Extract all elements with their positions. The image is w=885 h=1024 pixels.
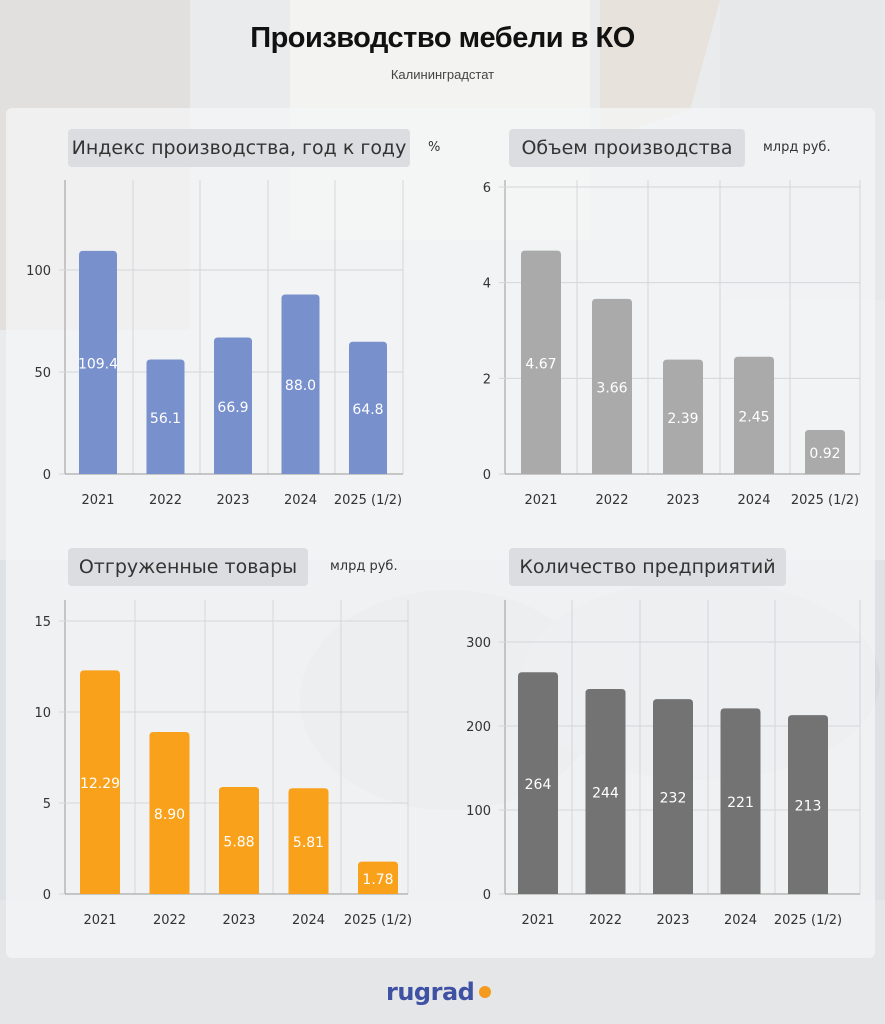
bar-value-label: 5.81 xyxy=(293,835,324,851)
x-tick-label: 2025 (1/2) xyxy=(774,913,842,928)
x-tick-label: 2023 xyxy=(222,913,255,928)
bar xyxy=(219,786,259,894)
chart-title-index: Индекс производства, год к году xyxy=(68,129,410,167)
bar xyxy=(80,670,120,894)
chart-unit-shipped: млрд руб. xyxy=(330,559,398,574)
bar-value-label: 4.67 xyxy=(525,356,556,372)
bar-value-label: 244 xyxy=(592,786,619,802)
x-tick-label: 2023 xyxy=(666,493,699,508)
chart-title-enterprises: Количество предприятий xyxy=(509,548,786,586)
bar-value-label: 213 xyxy=(795,799,822,815)
bar xyxy=(585,689,626,894)
x-tick-label: 2025 (1/2) xyxy=(344,913,412,928)
bar xyxy=(79,250,117,474)
bar xyxy=(281,294,320,474)
x-tick-label: 2021 xyxy=(524,493,557,508)
page-subtitle: Калининградстат xyxy=(390,67,495,82)
bar xyxy=(358,861,398,894)
bar xyxy=(788,715,828,894)
x-tick-label: 2024 xyxy=(292,913,325,928)
bar xyxy=(214,337,252,474)
bar xyxy=(521,250,561,474)
y-tick-label: 0 xyxy=(43,888,51,903)
bar xyxy=(518,672,558,894)
x-tick-label: 2023 xyxy=(216,493,249,508)
logo-dot-icon xyxy=(479,986,492,998)
bar-value-label: 12.29 xyxy=(80,776,120,792)
chart-unit-volume: млрд руб. xyxy=(763,140,831,155)
bar-value-label: 64.8 xyxy=(352,402,383,418)
bar xyxy=(734,356,774,474)
bar-value-label: 2.45 xyxy=(738,409,769,425)
bar-value-label: 1.78 xyxy=(362,872,393,888)
y-tick-label: 0 xyxy=(43,468,51,483)
x-tick-label: 2025 (1/2) xyxy=(334,493,402,508)
x-tick-label: 2022 xyxy=(589,913,622,928)
x-tick-label: 2024 xyxy=(284,493,317,508)
rugrad-logo: rugrad xyxy=(386,978,492,1006)
bar-value-label: 0.92 xyxy=(809,446,840,462)
y-tick-label: 5 xyxy=(43,797,51,812)
x-tick-label: 2022 xyxy=(149,493,182,508)
bar-value-label: 56.1 xyxy=(150,411,181,427)
y-tick-label: 200 xyxy=(466,720,491,735)
page-title: Производство мебели в КО xyxy=(250,22,635,54)
bar xyxy=(149,732,190,894)
bar-value-label: 66.9 xyxy=(217,400,248,416)
bar-value-label: 2.39 xyxy=(667,411,698,427)
y-tick-label: 50 xyxy=(34,366,51,381)
y-tick-label: 6 xyxy=(483,181,491,196)
x-tick-label: 2022 xyxy=(595,493,628,508)
y-tick-label: 15 xyxy=(34,615,51,630)
bar xyxy=(663,359,703,474)
x-tick-label: 2024 xyxy=(737,493,770,508)
bar-value-label: 221 xyxy=(727,795,754,811)
y-tick-label: 0 xyxy=(483,888,491,903)
bar xyxy=(592,298,632,474)
bar-value-label: 3.66 xyxy=(596,380,627,396)
x-tick-label: 2025 (1/2) xyxy=(791,493,859,508)
y-tick-label: 100 xyxy=(466,804,491,819)
bar xyxy=(349,341,387,474)
bar-value-label: 8.90 xyxy=(154,807,185,823)
bar xyxy=(146,359,185,474)
bar-value-label: 232 xyxy=(660,791,687,807)
chart-unit-index: % xyxy=(428,140,441,155)
y-tick-label: 300 xyxy=(466,636,491,651)
y-tick-label: 4 xyxy=(483,277,491,292)
bar-value-label: 5.88 xyxy=(223,834,254,850)
bar xyxy=(805,429,845,474)
x-tick-label: 2021 xyxy=(521,913,554,928)
y-tick-label: 0 xyxy=(483,468,491,483)
chart-title-shipped: Отгруженные товары xyxy=(68,548,308,586)
chart-title-volume: Объем производства xyxy=(509,129,745,167)
bar xyxy=(288,788,329,894)
bar xyxy=(653,699,693,894)
x-tick-label: 2021 xyxy=(81,493,114,508)
bar-value-label: 88.0 xyxy=(285,378,316,394)
bar-value-label: 109.4 xyxy=(78,356,118,372)
x-tick-label: 2022 xyxy=(153,913,186,928)
x-tick-label: 2024 xyxy=(724,913,757,928)
bar-value-label: 264 xyxy=(525,777,552,793)
bar xyxy=(720,708,761,894)
y-tick-label: 100 xyxy=(26,264,51,279)
x-tick-label: 2023 xyxy=(656,913,689,928)
y-tick-label: 2 xyxy=(483,372,491,387)
x-tick-label: 2021 xyxy=(83,913,116,928)
y-tick-label: 10 xyxy=(34,706,51,721)
